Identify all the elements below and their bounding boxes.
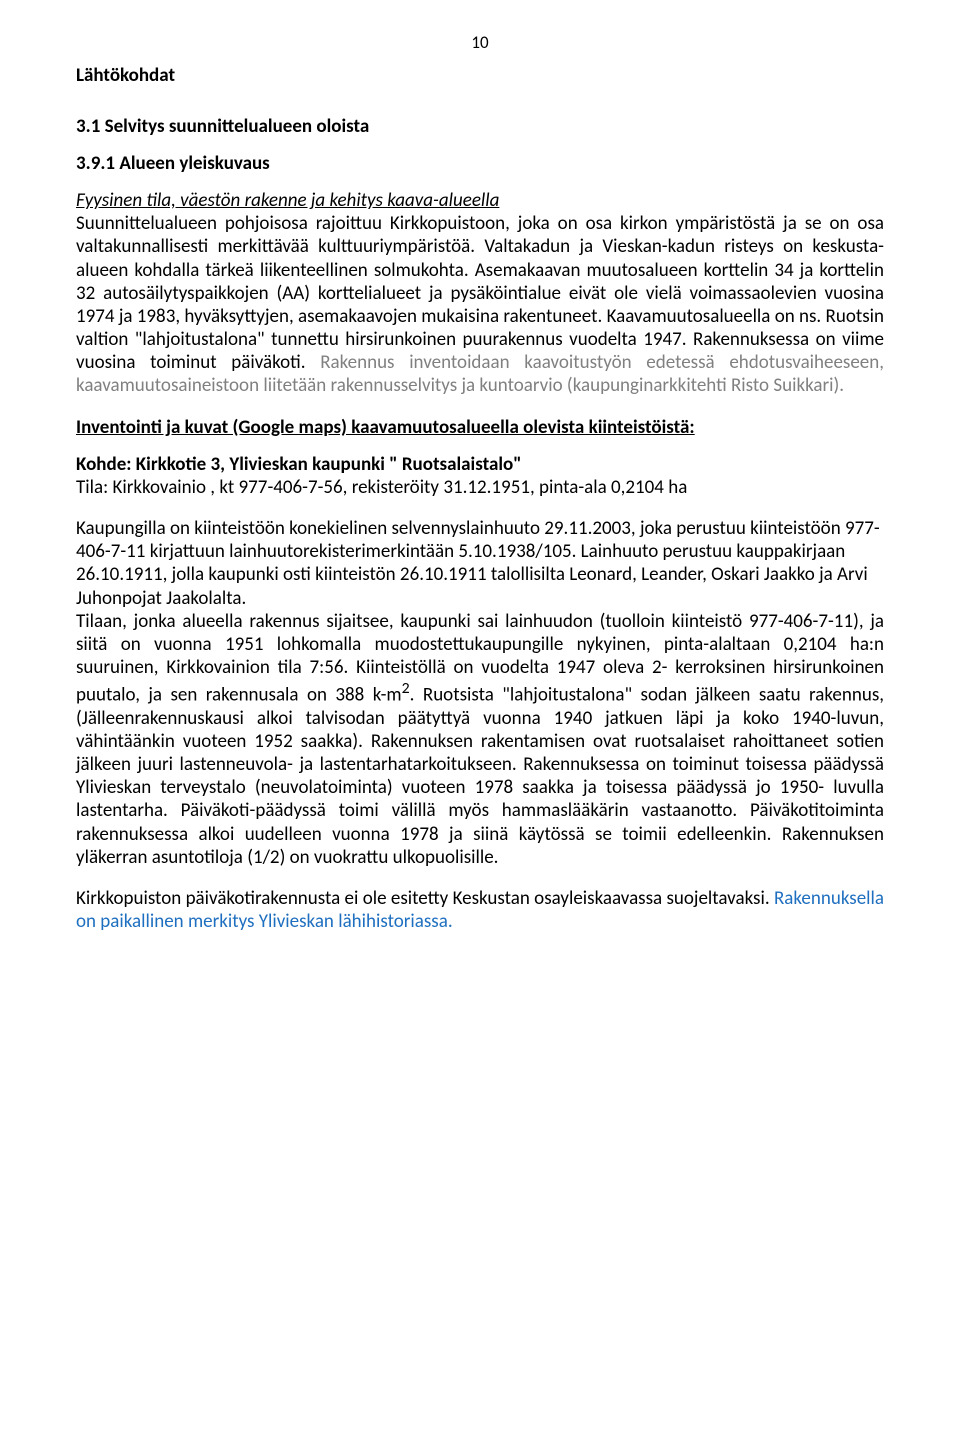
kohde-line: Kohde: Kirkkotie 3, Ylivieskan kaupunki … — [76, 453, 884, 476]
lead-phrase: Fyysinen tila, väestön rakenne ja kehity… — [76, 189, 499, 212]
document-page: 10 Lähtökohdat 3.1 Selvitys suunnittelua… — [0, 0, 960, 1446]
heading-lahtokohdat: Lähtökohdat — [76, 64, 884, 87]
inventointi-heading: Inventointi ja kuvat (Google maps) kaava… — [76, 416, 884, 439]
paragraph-5: Kirkkopuiston päiväkotirakennusta ei ole… — [76, 887, 884, 933]
heading-3-1: 3.1 Selvitys suunnittelualueen oloista — [76, 115, 884, 138]
paragraph-4: Tilaan, jonka alueella rakennus sijaitse… — [76, 610, 884, 869]
heading-3-9-1: 3.9.1 Alueen yleiskuvaus — [76, 152, 884, 175]
paragraph-3: Kaupungilla on kiinteistöön konekielinen… — [76, 517, 884, 610]
p5-text: Kirkkopuiston päiväkotirakennusta ei ole… — [76, 887, 774, 910]
p1-text: Suunnittelualueen pohjoisosa rajoittuu K… — [76, 212, 884, 374]
p4-text-b: . Ruotsista "lahjoitustalona" sodan jälk… — [76, 684, 884, 869]
paragraph-1: Fyysinen tila, väestön rakenne ja kehity… — [76, 189, 884, 398]
tila-line: Tila: Kirkkovainio , kt 977-406-7-56, re… — [76, 476, 884, 499]
superscript-2: 2 — [402, 679, 410, 698]
page-number: 10 — [0, 32, 960, 53]
